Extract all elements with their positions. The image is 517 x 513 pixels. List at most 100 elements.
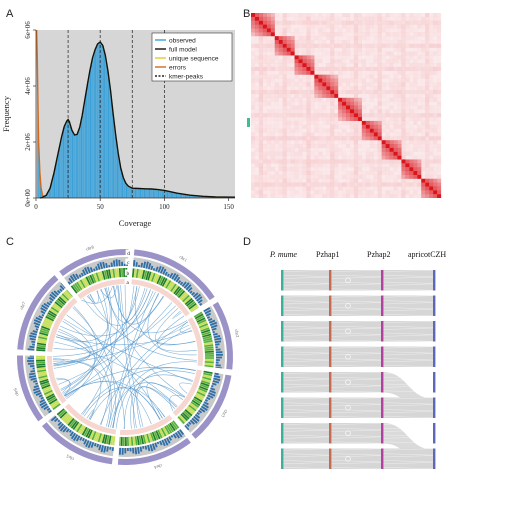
- heatmap-cell: [346, 194, 351, 198]
- gc-bin: [50, 291, 58, 298]
- heatmap-cell: [258, 136, 263, 141]
- heatmap-cell: [310, 190, 315, 195]
- heatmap-cell: [326, 186, 331, 191]
- heatmap-cell: [405, 136, 410, 141]
- heatmap-cell: [314, 190, 319, 195]
- heatmap-cell: [421, 13, 426, 17]
- density-bin: [204, 350, 214, 353]
- heatmap-cell: [322, 70, 327, 75]
- heatmap-cell: [429, 182, 434, 187]
- heatmap-cell: [274, 78, 279, 83]
- ribbon-line: [330, 462, 382, 465]
- heatmap-cell: [346, 74, 351, 79]
- heatmap-cell: [373, 194, 378, 198]
- heatmap-cell: [266, 86, 271, 91]
- density-bin: [164, 425, 171, 435]
- synteny-link: [72, 307, 116, 429]
- heatmap-cell: [377, 178, 382, 183]
- heatmap-cell: [429, 28, 434, 33]
- heatmap-cell: [361, 144, 366, 148]
- heatmap-cell: [433, 74, 438, 79]
- heatmap-cell: [326, 55, 331, 60]
- heatmap-cell: [361, 117, 366, 122]
- observed-bar: [82, 111, 84, 198]
- chromosome-bar: [381, 346, 384, 367]
- heatmap-cell: [326, 194, 331, 198]
- heatmap-cell: [381, 147, 386, 152]
- synteny-link: [112, 293, 160, 429]
- ribbon-line: [330, 332, 382, 335]
- heatmap-cell: [425, 39, 430, 44]
- density-bin: [202, 374, 212, 379]
- gc-bin: [27, 348, 35, 351]
- heatmap-cell: [425, 28, 430, 33]
- heatmap-cell: [302, 140, 307, 145]
- heatmap-cell: [405, 182, 410, 187]
- density-bin: [203, 370, 213, 375]
- heatmap-cell: [274, 47, 279, 52]
- heatmap-cell: [251, 86, 256, 91]
- heatmap-cell: [409, 113, 414, 118]
- heatmap-cell: [377, 113, 382, 118]
- density-bin: [198, 387, 208, 393]
- heatmap-cell: [405, 147, 410, 152]
- heatmap-cell: [397, 151, 402, 156]
- heatmap-cell: [405, 63, 410, 68]
- heatmap-cell: [286, 171, 291, 175]
- heatmap-cell: [417, 136, 422, 141]
- heatmap-cell: [318, 113, 323, 118]
- density-bin: [76, 423, 83, 433]
- heatmap-cell: [322, 105, 327, 110]
- heatmap-cell: [409, 105, 414, 110]
- observed-bar: [154, 189, 156, 198]
- density-bin: [179, 291, 187, 300]
- heatmap-cell: [413, 147, 418, 152]
- heatmap-cell: [290, 66, 295, 71]
- heatmap-cell: [373, 120, 378, 125]
- heatmap-cell: [342, 178, 347, 183]
- gc-bin: [205, 312, 212, 317]
- heatmap-cell: [334, 86, 339, 91]
- heatmap-cell: [334, 113, 339, 118]
- heatmap-cell: [421, 171, 426, 175]
- chromosome-bar: [281, 448, 284, 469]
- heatmap-cell: [389, 182, 394, 187]
- heatmap-cell: [322, 155, 327, 160]
- heatmap-cell: [357, 43, 362, 48]
- ribbon-line: [282, 390, 330, 393]
- heatmap-cell: [338, 70, 343, 75]
- heatmap-cell: [365, 70, 370, 75]
- synteny-link: [66, 314, 163, 419]
- heatmap-cell: [326, 86, 331, 91]
- heatmap-cell: [322, 90, 327, 95]
- heatmap-cell: [270, 128, 275, 133]
- heatmap-cell: [405, 178, 410, 183]
- gc-bin: [199, 407, 206, 413]
- heatmap-cell: [278, 174, 283, 179]
- heatmap-cell: [306, 47, 311, 52]
- density-bin: [40, 327, 50, 333]
- heatmap-cell: [310, 43, 315, 48]
- gc-bin: [31, 340, 36, 344]
- heatmap-cell: [429, 63, 434, 68]
- heatmap-cell: [274, 113, 279, 118]
- heatmap-cell: [349, 101, 355, 106]
- heatmap-cell: [318, 93, 323, 98]
- heatmap-cell: [385, 32, 390, 37]
- gc-bin: [151, 443, 156, 451]
- heatmap-cell: [326, 147, 331, 152]
- heatmap-cell: [314, 43, 319, 48]
- heatmap-cell: [298, 36, 303, 41]
- density-bin: [38, 334, 48, 338]
- heatmap-cell: [306, 144, 311, 148]
- heatmap-cell: [310, 124, 315, 129]
- heatmap-cell: [373, 93, 378, 98]
- heatmap-cell: [282, 78, 287, 83]
- gc-bin: [39, 401, 47, 407]
- observed-bar: [142, 188, 144, 198]
- heatmap-cell: [397, 120, 402, 125]
- heatmap-cell: [310, 93, 315, 98]
- heatmap-cell: [258, 51, 263, 56]
- heatmap-cell: [266, 120, 271, 125]
